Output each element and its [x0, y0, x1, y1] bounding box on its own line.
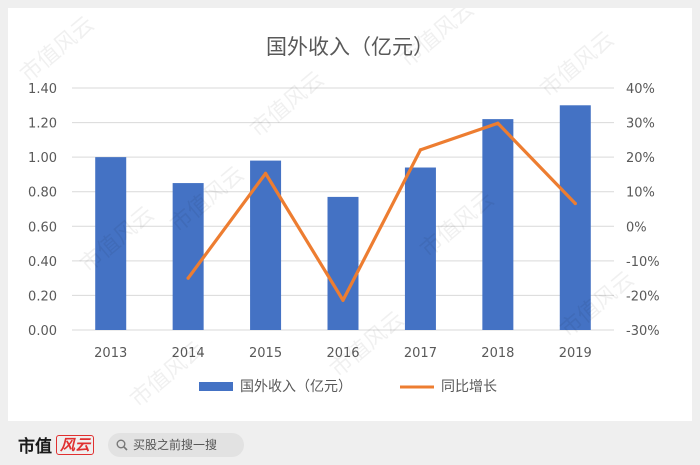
x-axis-ticks: 2013 2014 2015 2016 2017 2018 2019	[94, 346, 592, 361]
line-point	[341, 298, 345, 302]
watermark-text: 市值风云	[126, 337, 209, 413]
x-tick-label: 2018	[481, 346, 514, 361]
right-tick-label: 20%	[626, 151, 655, 166]
line-point	[186, 276, 190, 280]
line-point	[263, 171, 268, 175]
watermark-text: 市值风云	[246, 67, 329, 143]
line-series	[186, 121, 577, 302]
bar	[559, 105, 591, 331]
legend-label-line: 同比增长	[441, 379, 497, 395]
legend: 国外收入（亿元） 同比增长	[199, 379, 497, 395]
x-tick-label: 2019	[559, 346, 592, 361]
legend-label-bar: 国外收入（亿元）	[240, 379, 352, 395]
left-tick-label: 0.60	[28, 220, 57, 235]
left-tick-label: 0.00	[28, 324, 57, 339]
bar	[95, 157, 127, 330]
x-tick-label: 2014	[172, 346, 205, 361]
right-tick-label: -30%	[626, 324, 660, 339]
left-tick-label: 0.80	[28, 186, 57, 201]
left-tick-label: 0.20	[28, 289, 57, 304]
growth-line	[186, 121, 577, 302]
search-icon	[116, 439, 128, 451]
brand-logo[interactable]: 市值 风云	[18, 432, 95, 457]
search-placeholder: 买股之前搜一搜	[133, 438, 218, 452]
bar	[327, 196, 359, 330]
chart-title: 国外收入（亿元）	[266, 35, 434, 59]
right-tick-label: 40%	[626, 82, 655, 97]
legend-swatch-bar	[199, 382, 233, 391]
x-tick-label: 2015	[249, 346, 282, 361]
right-tick-label: 10%	[626, 186, 655, 201]
line-point	[418, 148, 423, 152]
bar	[404, 167, 436, 330]
bar	[172, 183, 204, 330]
line-point	[573, 201, 577, 206]
right-tick-label: 0%	[626, 220, 647, 235]
bar-series	[95, 105, 591, 331]
left-tick-label: 0.40	[28, 255, 57, 270]
right-axis-ticks: -30% -20% -10% 0% 10% 20% 30% 40%	[626, 82, 660, 339]
brand-tag: 风云	[56, 434, 95, 455]
brand-name: 市值	[18, 437, 52, 457]
right-tick-label: -10%	[626, 255, 660, 270]
bar	[482, 119, 514, 330]
watermark-text: 市值风云	[536, 27, 619, 103]
search-input[interactable]: 买股之前搜一搜	[108, 432, 245, 457]
right-tick-label: -20%	[626, 289, 660, 304]
line-point	[496, 121, 500, 125]
footer-bar: 市值 风云 买股之前搜一搜	[0, 424, 700, 465]
x-tick-label: 2013	[94, 346, 127, 361]
chart-card: 国外收入（亿元） 0.00 0.20 0.40 0.60 0.80 1.00 1.20 1.4…	[8, 0, 692, 421]
chart-svg: 国外收入（亿元） 0.00 0.20 0.40 0.60 0.80 1.00 1.20 1.4…	[16, 0, 660, 413]
watermark-text: 市值风云	[16, 12, 99, 88]
left-tick-label: 1.00	[28, 151, 57, 166]
x-tick-label: 2016	[326, 346, 359, 361]
left-axis-ticks: 0.00 0.20 0.40 0.60 0.80 1.00 1.20 1.40	[28, 82, 57, 339]
x-tick-label: 2017	[404, 346, 437, 361]
left-tick-label: 1.40	[28, 82, 57, 97]
right-tick-label: 30%	[626, 117, 655, 132]
left-tick-label: 1.20	[28, 117, 57, 132]
